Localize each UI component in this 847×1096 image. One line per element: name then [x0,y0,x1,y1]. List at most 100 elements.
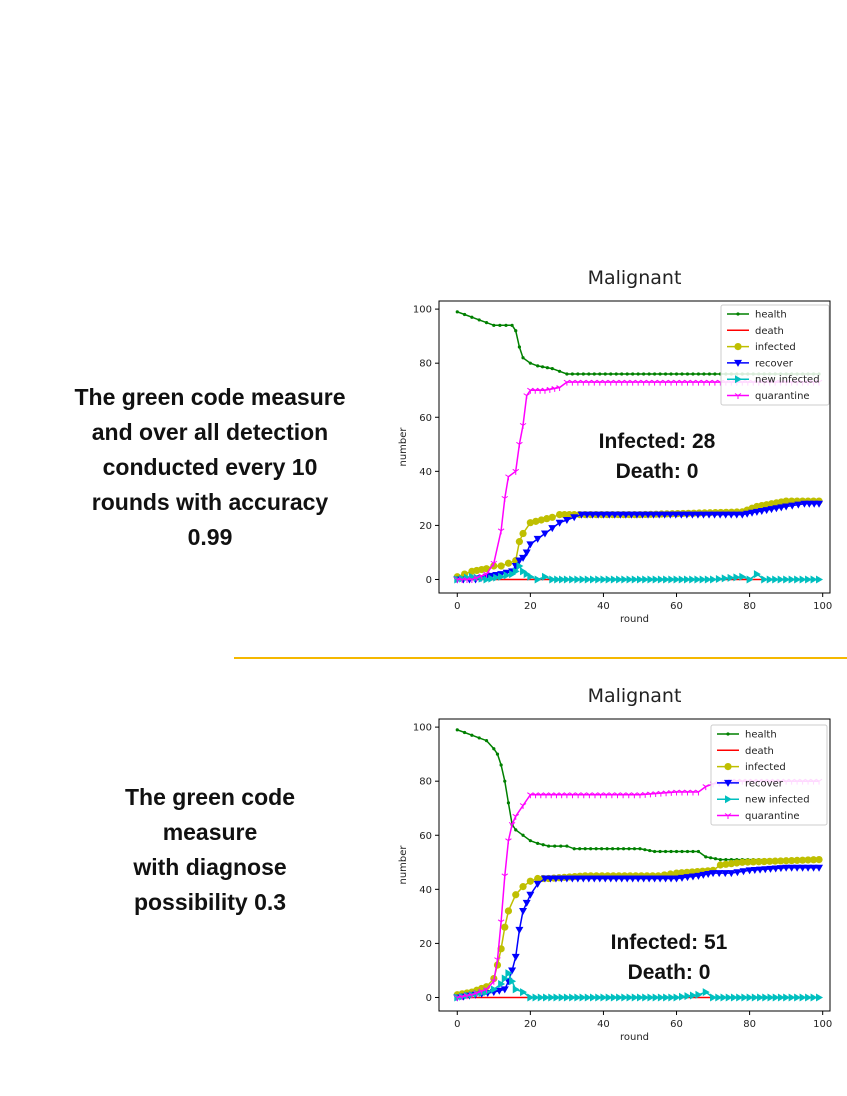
data-point [739,868,748,876]
data-point [689,991,697,1000]
data-point [549,575,557,584]
data-point [766,857,774,865]
data-point [704,855,708,859]
data-point [706,379,713,386]
legend-label: quarantine [755,391,810,402]
data-point [809,856,818,864]
data-point [651,379,658,386]
data-point [616,993,624,1002]
data-point [739,572,747,581]
data-point [755,858,763,866]
data-point [495,752,500,756]
data-point [562,875,571,883]
data-point [455,310,459,314]
data-point [483,986,490,993]
data-point [695,789,702,796]
y-axis: 0 20 40 60 80 100 [413,723,439,1004]
data-point [704,575,712,584]
description-1: The green code measure and over all dete… [20,380,400,555]
data-point [805,993,813,1002]
data-point [658,372,662,376]
data-point [683,874,692,882]
data-point [669,372,673,376]
data-point [542,792,550,799]
data-point [713,857,718,861]
data-point [815,500,824,508]
data-point [501,974,509,983]
description-line: and over all detection [91,419,329,445]
data-point [636,993,644,1002]
data-point [683,868,691,876]
data-point [537,516,545,524]
data-point [793,864,802,872]
data-point [519,883,527,891]
data-point [716,861,724,869]
legend-label: new infected [755,375,820,386]
data-point [484,739,489,743]
data-point [652,575,660,584]
data-point [556,385,563,392]
data-point [594,847,598,851]
data-point [710,993,718,1002]
data-point [816,993,824,1002]
data-point [470,733,474,737]
data-point [718,857,722,862]
y-tick-label: 20 [419,521,432,532]
data-point [592,372,596,376]
data-point [749,858,757,866]
data-point [669,849,673,854]
data-point [500,986,509,994]
data-point [612,875,621,883]
data-point [638,847,642,851]
data-point [494,957,501,964]
data-point [788,575,796,584]
data-point [683,575,691,584]
data-point [684,992,692,1001]
data-point [645,379,653,386]
data-point [558,993,566,1002]
data-point [605,575,613,584]
data-point [569,792,576,799]
data-point [563,575,571,584]
data-point [725,795,732,804]
data-point [546,386,554,393]
data-point [570,372,574,376]
data-point [506,801,511,805]
data-point [503,779,507,783]
data-point [777,857,785,865]
data-point [572,847,576,851]
data-point [716,511,725,519]
data-point [752,508,761,516]
data-point [688,873,697,881]
data-point [736,993,744,1002]
data-point [612,379,620,386]
series-new-infected [454,561,824,584]
data-point [537,792,545,799]
data-point [656,379,664,386]
data-point [527,572,535,581]
data-point [805,575,813,584]
data-point [766,865,775,873]
data-point [497,919,505,926]
data-point [515,557,524,565]
data-point [776,865,785,873]
data-point [555,519,564,527]
data-point [677,511,686,519]
data-point [756,866,765,874]
data-point [602,792,610,799]
data-point [634,379,642,386]
data-point [543,993,551,1002]
data-point [550,366,554,371]
data-point [490,978,498,985]
data-point [689,575,697,584]
data-point [601,379,609,386]
data-point [733,869,742,877]
data-point [504,323,508,327]
data-point [478,573,485,580]
description-line: The green code measure [74,384,346,410]
data-point [652,849,657,854]
data-point [638,511,647,519]
data-point [588,511,597,519]
data-point [616,511,625,519]
description-line: rounds with accuracy [91,489,329,515]
